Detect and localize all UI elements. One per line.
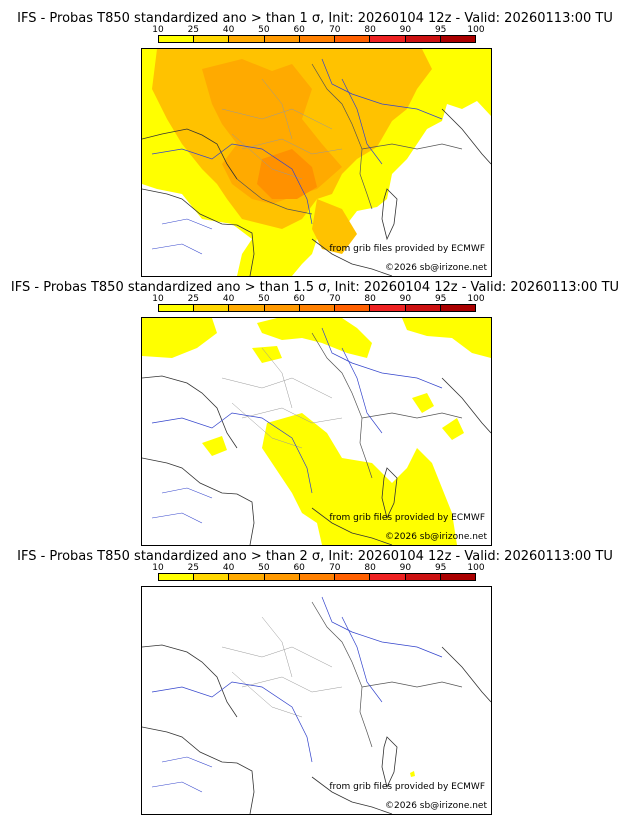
panel-2-map-graphic xyxy=(142,318,491,545)
colorbar-swatch xyxy=(229,36,265,42)
panel-3-map-graphic xyxy=(142,596,491,814)
legend-tick: 50 xyxy=(258,563,270,573)
panel-1-map-graphic xyxy=(142,49,491,276)
colorbar-swatch xyxy=(194,36,230,42)
panel-2-title: IFS - Probas T850 standardized ano > tha… xyxy=(10,280,620,295)
colorbar-swatch xyxy=(159,36,195,42)
panel-1-legend-labels: 10 25 40 50 60 70 80 90 95 100 xyxy=(152,25,484,35)
panel-2-source-credit: from grib files provided by ECMWF xyxy=(329,513,485,523)
legend-tick: 60 xyxy=(293,563,305,573)
colorbar-swatch xyxy=(440,36,475,42)
colorbar-swatch xyxy=(335,305,371,311)
legend-tick: 50 xyxy=(258,294,270,304)
colorbar-swatch xyxy=(229,574,265,580)
panel-3-title: IFS - Probas T850 standardized ano > tha… xyxy=(17,549,613,564)
legend-tick: 60 xyxy=(293,294,305,304)
panel-2-legend-labels: 10 25 40 50 60 70 80 90 95 100 xyxy=(152,294,484,304)
colorbar-swatch xyxy=(405,305,441,311)
panel-1-title: IFS - Probas T850 standardized ano > tha… xyxy=(17,11,613,26)
colorbar-swatch xyxy=(405,574,441,580)
colorbar-swatch xyxy=(299,36,336,42)
legend-tick: 80 xyxy=(364,25,376,35)
colorbar-swatch xyxy=(370,574,406,580)
colorbar-swatch xyxy=(335,36,371,42)
panel-1-map: from grib files provided by ECMWF ©2026 … xyxy=(141,48,492,277)
legend-tick: 10 xyxy=(152,25,164,35)
panel-1-colorbar xyxy=(158,35,476,43)
legend-tick: 25 xyxy=(187,25,200,35)
panel-3-source-credit: from grib files provided by ECMWF xyxy=(329,782,485,792)
panel-2-colorbar xyxy=(158,304,476,312)
colorbar-swatch xyxy=(264,574,300,580)
panel-1-source-credit: from grib files provided by ECMWF xyxy=(329,244,485,254)
colorbar-swatch xyxy=(370,36,406,42)
colorbar-swatch xyxy=(299,305,336,311)
panel-2-map: from grib files provided by ECMWF ©2026 … xyxy=(141,317,492,546)
legend-tick: 95 xyxy=(434,25,447,35)
colorbar-swatch xyxy=(299,574,336,580)
legend-tick: 90 xyxy=(399,25,412,35)
panel-2-copyright: ©2026 sb@irizone.net xyxy=(385,532,487,542)
legend-tick: 25 xyxy=(187,294,200,304)
colorbar-swatch xyxy=(159,305,195,311)
legend-tick: 50 xyxy=(258,25,270,35)
legend-tick: 10 xyxy=(152,563,164,573)
legend-tick: 95 xyxy=(434,563,447,573)
legend-tick: 40 xyxy=(222,25,235,35)
legend-tick: 90 xyxy=(399,294,412,304)
colorbar-swatch xyxy=(370,305,406,311)
legend-tick: 70 xyxy=(329,25,341,35)
panel-3-legend-labels: 10 25 40 50 60 70 80 90 95 100 xyxy=(152,563,484,573)
legend-tick: 90 xyxy=(399,563,412,573)
legend-tick: 60 xyxy=(293,25,305,35)
legend-tick: 100 xyxy=(467,563,485,573)
legend-tick: 100 xyxy=(467,25,485,35)
colorbar-swatch xyxy=(194,305,230,311)
legend-tick: 100 xyxy=(467,294,485,304)
legend-tick: 25 xyxy=(187,563,200,573)
panel-3-map: from grib files provided by ECMWF ©2026 … xyxy=(141,586,492,815)
colorbar-swatch xyxy=(229,305,265,311)
colorbar-swatch xyxy=(405,36,441,42)
panel-3-colorbar xyxy=(158,573,476,581)
legend-tick: 70 xyxy=(329,563,341,573)
panel-3-copyright: ©2026 sb@irizone.net xyxy=(385,801,487,811)
panel-1-copyright: ©2026 sb@irizone.net xyxy=(385,263,487,273)
legend-tick: 10 xyxy=(152,294,164,304)
legend-tick: 70 xyxy=(329,294,341,304)
legend-tick: 80 xyxy=(364,294,376,304)
colorbar-swatch xyxy=(440,305,475,311)
colorbar-swatch xyxy=(159,574,195,580)
colorbar-swatch xyxy=(194,574,230,580)
colorbar-swatch xyxy=(264,305,300,311)
colorbar-swatch xyxy=(264,36,300,42)
legend-tick: 95 xyxy=(434,294,447,304)
legend-tick: 40 xyxy=(222,294,235,304)
legend-tick: 80 xyxy=(364,563,376,573)
legend-tick: 40 xyxy=(222,563,235,573)
colorbar-swatch xyxy=(335,574,371,580)
colorbar-swatch xyxy=(440,574,475,580)
